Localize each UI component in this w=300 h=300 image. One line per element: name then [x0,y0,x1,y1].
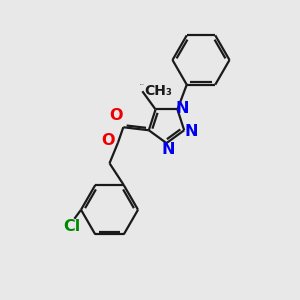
Text: N: N [184,124,197,139]
Text: N: N [161,142,175,157]
Text: Cl: Cl [63,219,81,234]
Text: O: O [110,108,123,123]
Text: methyl: methyl [140,84,145,85]
Text: CH₃: CH₃ [144,84,172,98]
Text: O: O [102,133,115,148]
Text: N: N [175,101,189,116]
